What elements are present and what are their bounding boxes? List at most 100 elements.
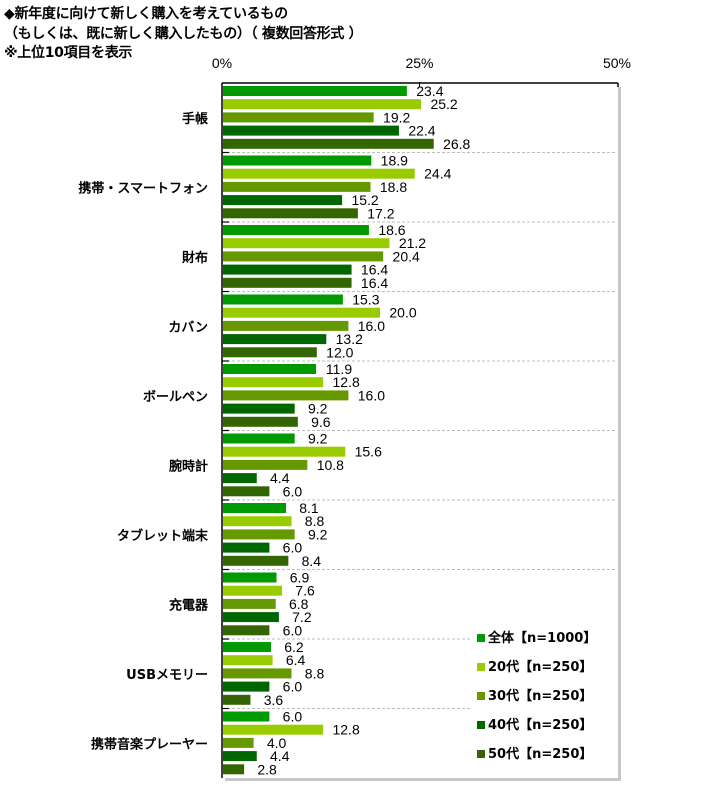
legend-label: 30代【n=250】: [488, 688, 592, 704]
bar: [223, 737, 254, 748]
bar: [223, 195, 343, 206]
data-label: 24.4: [424, 166, 451, 182]
bar: [223, 416, 298, 427]
bar: [223, 555, 289, 566]
legend-swatch: [477, 721, 485, 729]
bar: [223, 390, 349, 401]
data-label: 4.4: [270, 470, 290, 486]
bar: [223, 277, 352, 288]
data-label: 13.2: [336, 331, 363, 347]
data-label: 8.8: [305, 665, 325, 681]
data-label: 6.0: [283, 622, 303, 638]
data-label: 15.6: [355, 444, 382, 460]
legend-swatch: [477, 663, 485, 671]
legend-swatch: [477, 692, 485, 700]
data-label: 16.4: [361, 275, 388, 291]
bar: [223, 264, 352, 275]
data-label: 20.4: [393, 248, 420, 264]
bar: [223, 208, 358, 219]
category-label: タブレット端末: [117, 528, 209, 544]
bar: [223, 486, 270, 497]
bar: [223, 225, 369, 235]
data-label: 12.0: [326, 344, 353, 360]
data-label: 4.4: [270, 748, 290, 764]
data-label: 16.4: [361, 262, 388, 278]
data-label: 6.9: [290, 570, 310, 586]
legend-box: [470, 628, 615, 774]
data-label: 6.0: [283, 540, 303, 556]
bar: [223, 334, 327, 345]
chart-title: ◆新年度に向けて新しく購入を考えているもの: [4, 6, 288, 22]
bar: [223, 724, 324, 735]
data-label: 10.8: [317, 457, 344, 473]
data-label: 6.4: [286, 652, 306, 668]
bar: [223, 503, 286, 513]
chart-title-line2: （もしくは、既に新しく購入したもの）（ 複数回答形式 ）: [4, 26, 363, 42]
plot-frame-shadow-bottom: [225, 778, 621, 781]
data-label: 6.2: [284, 639, 304, 655]
bar: [223, 529, 295, 540]
bar: [223, 377, 324, 388]
bar: [223, 751, 257, 762]
bar: [223, 307, 380, 318]
bar: [223, 642, 271, 652]
data-label: 9.2: [308, 401, 328, 417]
data-label: 4.0: [267, 735, 287, 751]
data-label: 26.8: [443, 136, 470, 152]
bar: [223, 125, 399, 136]
data-label: 12.8: [332, 374, 359, 390]
bar: [223, 181, 371, 192]
category-label: 腕時計: [169, 458, 208, 474]
bar: [223, 711, 270, 722]
bar: [223, 572, 277, 583]
bar: [223, 320, 349, 331]
legend-swatch: [477, 634, 485, 642]
chart-subtitle: ※上位10項目を表示: [4, 45, 133, 61]
bar: [223, 238, 390, 249]
legend-swatch: [477, 750, 485, 758]
data-label: 6.0: [283, 483, 303, 499]
legend-label: 全体【n=1000】: [487, 630, 596, 646]
legend-label: 50代【n=250】: [488, 746, 592, 762]
bar: [223, 585, 283, 596]
data-label: 6.0: [283, 709, 303, 725]
data-label: 9.6: [311, 414, 331, 430]
bar: [223, 138, 434, 149]
bar: [223, 473, 257, 484]
category-label: 財布: [181, 250, 208, 266]
data-label: 8.8: [305, 513, 325, 529]
bar: [223, 542, 270, 553]
bar: [223, 668, 292, 679]
data-label: 18.8: [380, 179, 407, 195]
data-label: 17.2: [367, 205, 394, 221]
bar: [223, 433, 295, 444]
data-label: 6.0: [283, 679, 303, 695]
bar: [223, 155, 372, 166]
x-tick-label: 25%: [405, 55, 433, 71]
data-label: 23.4: [416, 83, 443, 99]
bar: [223, 99, 422, 110]
data-label: 2.8: [257, 761, 277, 777]
data-label: 16.0: [358, 387, 385, 403]
legend-label: 20代【n=250】: [488, 659, 592, 675]
category-label: ボールペン: [143, 389, 208, 405]
category-label: 手帳: [182, 111, 208, 127]
category-label: カバン: [168, 320, 208, 335]
data-label: 19.2: [383, 109, 410, 125]
bar: [223, 347, 317, 358]
bar: [223, 598, 276, 609]
data-label: 8.1: [299, 500, 319, 516]
x-tick-label: 50%: [603, 55, 631, 71]
data-label: 15.2: [351, 192, 378, 208]
data-label: 3.6: [264, 692, 284, 708]
x-tick-label: 0%: [212, 55, 232, 71]
data-label: 6.8: [289, 596, 309, 612]
data-label: 20.0: [389, 305, 416, 321]
bar: [223, 625, 270, 636]
data-label: 12.8: [332, 722, 359, 738]
data-label: 16.0: [358, 318, 385, 334]
data-label: 15.3: [352, 292, 379, 308]
bar: [223, 612, 279, 623]
category-label: 充電器: [169, 597, 209, 613]
